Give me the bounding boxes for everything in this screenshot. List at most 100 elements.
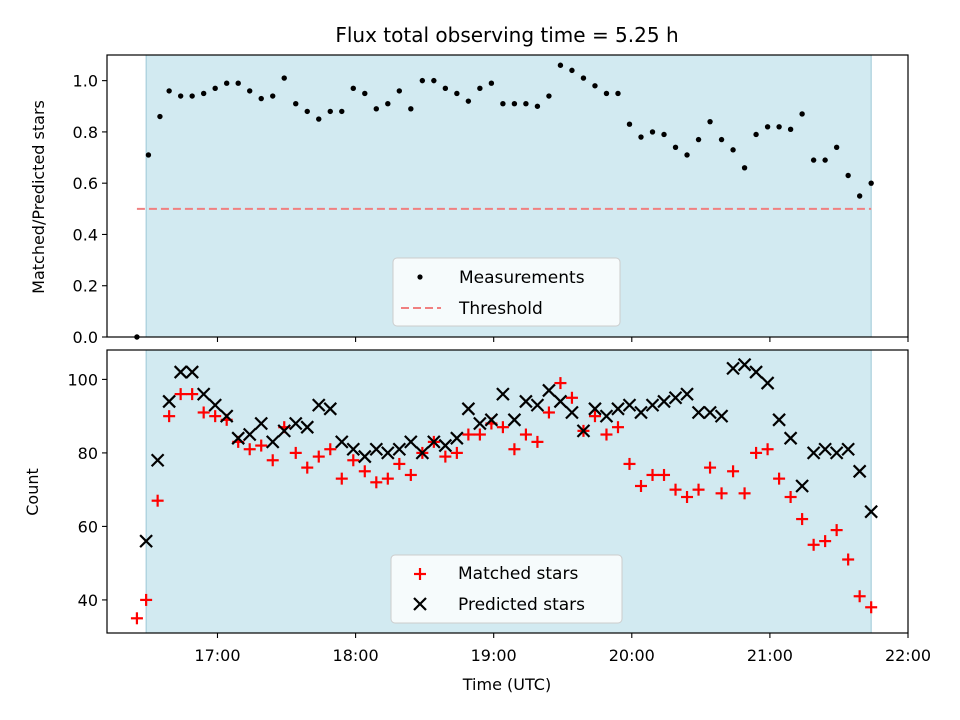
matched-star-point [243, 443, 256, 456]
measurement-point [223, 80, 230, 86]
bottom-legend-box [390, 554, 623, 624]
matched-star-point [496, 421, 509, 434]
predicted-star-point [634, 405, 648, 420]
measurement-point [247, 88, 253, 94]
predicted-star-point [818, 442, 832, 457]
measurement-point [488, 80, 495, 86]
measurement-point [753, 131, 759, 138]
measurement-point [385, 101, 391, 107]
matched-star-point [635, 479, 647, 492]
measurement-point [649, 129, 656, 135]
predicted-star-point [265, 435, 280, 449]
matched-star-point [439, 450, 452, 463]
predicted-star-point [427, 435, 441, 449]
measurement-point [177, 93, 184, 99]
top-chart-title: Flux total observing time = 5.25 h [335, 23, 678, 47]
legend-measurements-label: Measurements [459, 268, 585, 288]
predicted-star-point [242, 427, 257, 442]
bottom-plot-marks [130, 357, 878, 625]
matched-star-point [289, 446, 302, 459]
matched-star-point [704, 461, 717, 474]
measurement-point [212, 85, 218, 92]
matched-star-point [853, 590, 866, 603]
matched-star-point [692, 483, 705, 496]
measurement-point [661, 131, 667, 138]
matched-star-point [554, 377, 567, 390]
measurement-point [615, 90, 621, 97]
y-tick-label: 60 [78, 517, 98, 536]
predicted-star-point [219, 409, 234, 423]
predicted-star-point [806, 446, 821, 460]
x-tick-label: 19:00 [471, 646, 517, 665]
x-axis-label: Time (UTC) [462, 675, 551, 694]
predicted-star-point [599, 409, 614, 423]
predicted-star-point [760, 376, 775, 390]
matched-star-point [646, 468, 659, 481]
top-panel: Flux total observing time = 5.25 h 0.00.… [29, 23, 909, 347]
matched-star-point [819, 535, 832, 548]
measurement-point [316, 116, 322, 122]
predicted-star-point [542, 383, 556, 398]
matched-star-point [531, 435, 544, 448]
y-tick-label: 40 [78, 591, 98, 610]
predicted-star-point [829, 446, 844, 460]
matched-star-point [151, 494, 164, 507]
matched-star-point [508, 443, 521, 456]
matched-star-point [393, 457, 406, 470]
measurement-point [431, 77, 437, 84]
measurement-point [145, 152, 152, 158]
bottom-y-ticks: 40 60 80 100 [67, 370, 107, 610]
bottom-panel: 40 60 80 100 17:00 18:00 19:00 20:00 21:00 22:00… [23, 349, 931, 694]
matched-star-point [669, 483, 682, 496]
predicted-star-point [277, 424, 292, 438]
matched-star-point [588, 410, 601, 423]
predicted-star-point [392, 442, 407, 457]
bottom-legend: Matched stars Predicted stars [390, 554, 623, 624]
measurement-point [672, 144, 679, 150]
predicted-star-point [334, 435, 349, 449]
measurement-point [707, 118, 713, 125]
predicted-star-point [841, 442, 855, 457]
matched-star-point [197, 406, 210, 419]
predicted-star-point [530, 398, 545, 412]
matched-star-point [796, 513, 809, 526]
matched-star-point [381, 472, 394, 485]
measurement-point [293, 101, 299, 107]
y-tick-label: 100 [67, 370, 98, 389]
measurement-point [569, 67, 575, 74]
top-legend: Measurements Threshold [392, 257, 621, 327]
matched-star-point [255, 439, 268, 452]
predicted-star-point [323, 402, 338, 416]
measurement-point [741, 165, 748, 171]
matched-star-point [301, 461, 314, 474]
measurement-point [580, 75, 587, 81]
matched-star-point [130, 612, 143, 625]
measurement-point [189, 93, 195, 99]
matched-star-point [784, 491, 797, 504]
y-tick-label: 0.2 [73, 277, 98, 296]
measurement-point [730, 147, 736, 153]
matched-star-point [450, 446, 463, 459]
legend-measurements-marker [417, 274, 423, 280]
predicted-star-point [726, 361, 740, 376]
matched-star-point [761, 443, 774, 456]
predicted-star-point [369, 442, 384, 457]
measurement-point [845, 172, 851, 179]
predicted-star-point [196, 387, 211, 401]
predicted-star-point [565, 405, 579, 420]
measurement-point [396, 88, 403, 94]
measurement-point [534, 103, 541, 109]
bottom-y-axis-label: Count [23, 468, 42, 516]
matched-star-point [473, 428, 486, 441]
matched-star-point [830, 524, 843, 537]
x-tick-label: 21:00 [747, 646, 793, 665]
measurement-point [546, 93, 552, 99]
top-y-axis-label: Matched/Predicted stars [29, 100, 48, 294]
measurement-point [477, 85, 483, 92]
matched-star-point [358, 465, 371, 478]
predicted-star-point [611, 402, 625, 416]
measurement-point [454, 90, 460, 97]
measurement-point [822, 157, 828, 163]
legend-threshold-label: Threshold [458, 299, 543, 319]
